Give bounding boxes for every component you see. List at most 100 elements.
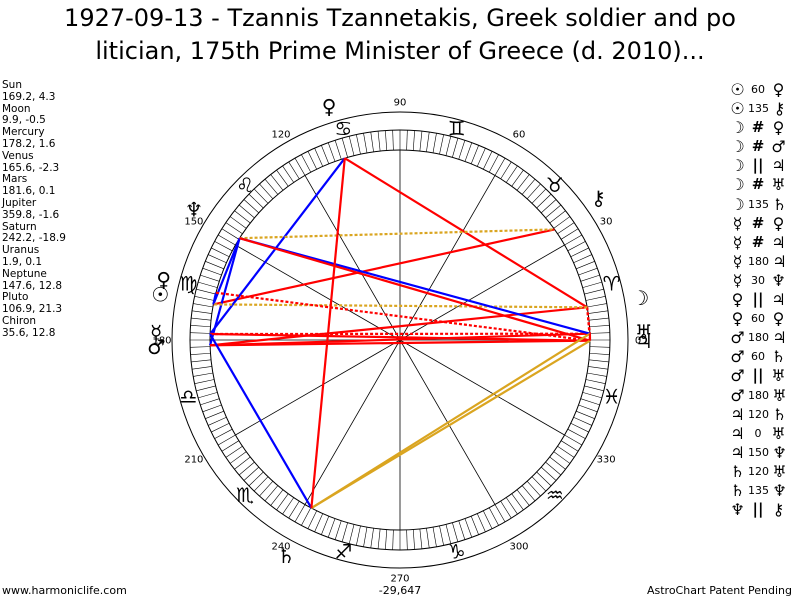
house-spoke	[399, 339, 565, 436]
degree-tick	[377, 131, 381, 152]
degree-tick	[294, 504, 306, 523]
planet-coords: 165.6, -2.3	[2, 161, 60, 174]
planet-glyph: ☿	[150, 320, 162, 344]
degree-tick	[392, 529, 394, 550]
degree-tick	[588, 310, 608, 314]
degree-tick	[426, 528, 430, 548]
degree-tick	[190, 325, 211, 328]
degree-tick	[191, 359, 212, 363]
degree-tick	[270, 489, 284, 506]
planet-glyph: ♆	[185, 197, 203, 221]
aspect-kind: 120	[748, 464, 769, 478]
aspect-line	[239, 237, 591, 335]
degree-tick	[341, 522, 348, 542]
degree-tick	[488, 154, 499, 173]
footer-patent-note: AstroChart Patent Pending	[646, 584, 792, 597]
chart-title: 1927-09-13 - Tzannis Tzannetakis, Greek …	[0, 2, 800, 68]
degree-tick	[526, 480, 541, 497]
degree-tick	[191, 317, 212, 321]
degree-tick	[557, 445, 575, 458]
degree-tick	[200, 274, 220, 282]
aspect-planet-1-glyph: ♂	[730, 385, 745, 405]
zodiac-sign: ♌	[236, 173, 254, 197]
degree-tick	[193, 303, 213, 308]
aspect-planet-1-glyph: ♂	[730, 347, 745, 367]
aspect-line	[310, 332, 591, 510]
aspect-planet-1-glyph: ☿	[732, 232, 743, 252]
aspect-line	[210, 332, 591, 342]
degree-tick	[276, 169, 289, 187]
planet-coords: 106.9, 21.3	[2, 303, 63, 316]
degree-tick	[494, 504, 506, 523]
degree-tick	[392, 130, 394, 151]
degree-tick	[570, 423, 589, 433]
planet-glyph: ♂	[147, 335, 165, 359]
aspect-line	[215, 291, 591, 342]
degree-tick	[190, 346, 211, 348]
aspect-planet-1-glyph: ☿	[732, 270, 743, 290]
degree-tick	[588, 359, 609, 363]
footer-website: www.harmoniclife.com	[2, 584, 127, 597]
aspect-kind: 60	[751, 350, 765, 364]
aspect-planet-1-glyph: ♄	[730, 461, 745, 481]
degree-tick	[477, 513, 486, 532]
aspect-planet-1-glyph: ☽	[730, 118, 745, 138]
aspect-kind: 180	[748, 331, 769, 345]
aspect-planet-2-glyph: ♀	[772, 118, 785, 138]
aspect-row: ♃ 0 ♅	[729, 424, 788, 443]
degree-tick	[192, 310, 212, 314]
degree-tick	[589, 325, 610, 328]
degree-tick	[200, 398, 220, 406]
chart-title-line-2: litician, 175th Prime Minister of Greece…	[95, 37, 705, 65]
aspect-row: ♀ || ♃	[729, 290, 788, 309]
aspect-planet-1-glyph: ♀	[731, 290, 744, 310]
aspect-kind: 135	[748, 102, 769, 116]
aspect-row: ☽ # ♅	[729, 175, 788, 194]
degree-tick	[557, 222, 575, 235]
aspect-planet-1-glyph: ☿	[732, 213, 743, 233]
degree-tick	[553, 216, 571, 229]
degree-tick	[211, 423, 230, 433]
planet-coords: 359.8, -1.6	[2, 208, 60, 221]
degree-tick	[521, 485, 536, 502]
aspect-row: ♄ 120 ♅	[729, 462, 788, 481]
degree-tick	[198, 392, 218, 399]
degree-tick	[439, 525, 444, 546]
aspect-row: ☽ # ♀	[729, 118, 788, 137]
aspect-planet-1-glyph: ☽	[730, 175, 745, 195]
degree-tick	[208, 254, 227, 263]
degree-tick	[452, 522, 459, 542]
degree-tick	[477, 148, 486, 167]
aspect-line	[586, 307, 591, 334]
degree-tick	[584, 288, 604, 295]
degree-label: 30	[600, 217, 613, 228]
degree-tick	[211, 247, 230, 257]
degree-tick	[238, 461, 255, 476]
degree-label: 300	[509, 542, 528, 553]
degree-tick	[567, 241, 586, 252]
planet-coords: 178.2, 1.6	[2, 137, 56, 150]
aspect-planet-2-glyph: ♄	[772, 404, 787, 424]
degree-label: 90	[394, 98, 407, 109]
degree-tick	[243, 199, 260, 214]
aspect-line	[213, 303, 588, 309]
aspect-row: ☿ 30 ♆	[729, 271, 788, 290]
aspect-list: ☉ 60 ♀ ☉ 135 ⚷ ☽ # ♀ ☽ # ♂ ☽ || ♃ ☽ # ♅ ☽ 135 ♄ ☿ # ♀ ☿ # ♃ ☿ 180 ♃ ☿ 3…	[729, 80, 788, 519]
degree-tick	[217, 234, 236, 246]
degree-tick	[452, 138, 459, 158]
aspect-row: ♃ 150 ♆	[729, 443, 788, 462]
aspect-planet-1-glyph: ☽	[730, 194, 745, 214]
degree-tick	[511, 493, 524, 511]
planet-coords: 35.6, 12.8	[2, 326, 56, 339]
degree-tick	[458, 520, 466, 540]
aspect-kind: #	[751, 118, 765, 137]
aspect-row: ☉ 60 ♀	[729, 80, 788, 99]
aspect-kind: ||	[752, 366, 764, 385]
degree-tick	[348, 524, 355, 544]
planet-name: Jupiter	[2, 196, 37, 209]
degree-tick	[341, 138, 348, 158]
planet-name: Saturn	[2, 220, 37, 233]
degree-tick	[540, 466, 557, 481]
aspect-planet-2-glyph: ♂	[771, 137, 786, 157]
degree-tick	[564, 434, 583, 446]
